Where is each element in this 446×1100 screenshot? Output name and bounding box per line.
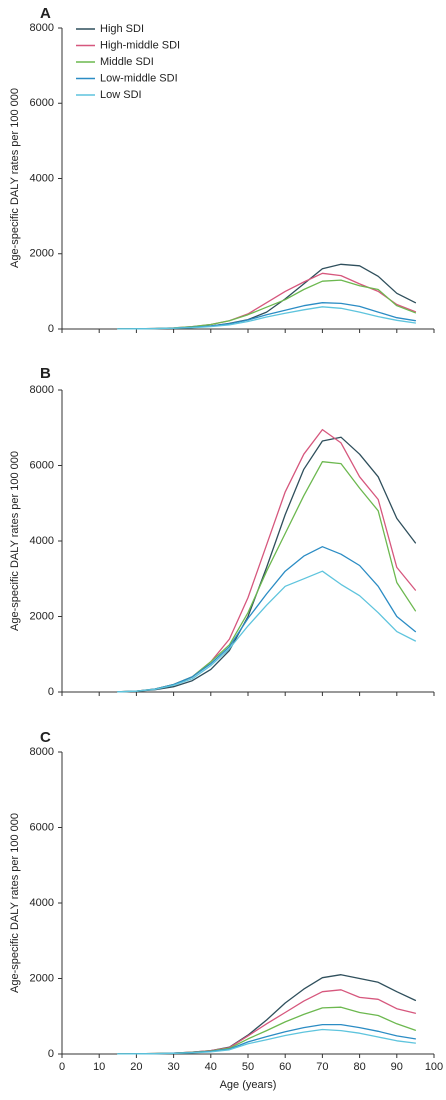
x-tick-label: 30 (167, 1061, 179, 1073)
y-tick-label: 4000 (30, 897, 54, 909)
y-tick-label: 4000 (30, 535, 54, 547)
series-line-middle-sdi (117, 1006, 417, 1055)
y-axis-title: Age-specific DALY rates per 100 000 (9, 451, 21, 631)
series-line-high-sdi (117, 436, 417, 693)
y-tick-label: 4000 (30, 172, 54, 184)
series-line-high-sdi (117, 263, 417, 330)
y-tick-label: 6000 (30, 97, 54, 109)
panel-letter: B (40, 365, 51, 382)
legend-label: Low-middle SDI (100, 72, 178, 84)
y-tick-label: 2000 (30, 972, 54, 984)
y-tick-label: 8000 (30, 22, 54, 34)
y-tick-label: 0 (48, 323, 54, 335)
x-axis-title: Age (years) (220, 1079, 277, 1091)
x-tick-label: 90 (391, 1061, 403, 1073)
x-tick-label: 0 (59, 1061, 65, 1073)
x-tick-label: 10 (93, 1061, 105, 1073)
x-tick-label: 80 (353, 1061, 365, 1073)
y-axis-title: Age-specific DALY rates per 100 000 (9, 813, 21, 993)
legend-label: High SDI (100, 23, 144, 35)
series-line-low-sdi (117, 570, 417, 693)
series-line-high-middle-sdi (117, 428, 417, 693)
series-line-high-middle-sdi (117, 272, 417, 330)
series-line-middle-sdi (117, 279, 417, 330)
legend-label: High-middle SDI (100, 39, 180, 51)
x-tick-label: 20 (130, 1061, 142, 1073)
y-tick-label: 0 (48, 1048, 54, 1060)
y-tick-label: 2000 (30, 248, 54, 260)
legend-label: Middle SDI (100, 56, 154, 68)
panel-letter: C (40, 729, 51, 746)
panel-c: C 0 2000 4000 6000 8000 0 10 20 30 40 50 60 70 80 90 100… (9, 729, 443, 1091)
y-tick-label: 6000 (30, 821, 54, 833)
y-tick-label: 0 (48, 686, 54, 698)
x-tick-label: 100 (425, 1061, 443, 1073)
series-line-middle-sdi (117, 461, 417, 693)
series-line-low-sdi (117, 1028, 417, 1055)
y-tick-label: 2000 (30, 610, 54, 622)
legend-label: Low SDI (100, 89, 142, 101)
x-tick-label: 60 (279, 1061, 291, 1073)
x-tick-label: 50 (242, 1061, 254, 1073)
y-axis-title: Age-specific DALY rates per 100 000 (9, 88, 21, 268)
y-tick-label: 8000 (30, 746, 54, 758)
panel-a: A 0 2000 4000 6000 8000 Age-specific DALY rate… (9, 5, 435, 335)
legend: High SDI High-middle SDI Middle SDI Low-mid… (76, 23, 180, 101)
panel-b: B 0 2000 4000 6000 8000 Age-specific DALY rate… (9, 365, 435, 698)
series-line-high-middle-sdi (117, 989, 417, 1055)
x-tick-label: 70 (316, 1061, 328, 1073)
series-line-low-sdi (117, 306, 417, 330)
x-tick-label: 40 (205, 1061, 217, 1073)
panel-letter: A (40, 5, 51, 22)
y-tick-label: 6000 (30, 459, 54, 471)
y-tick-label: 8000 (30, 384, 54, 396)
